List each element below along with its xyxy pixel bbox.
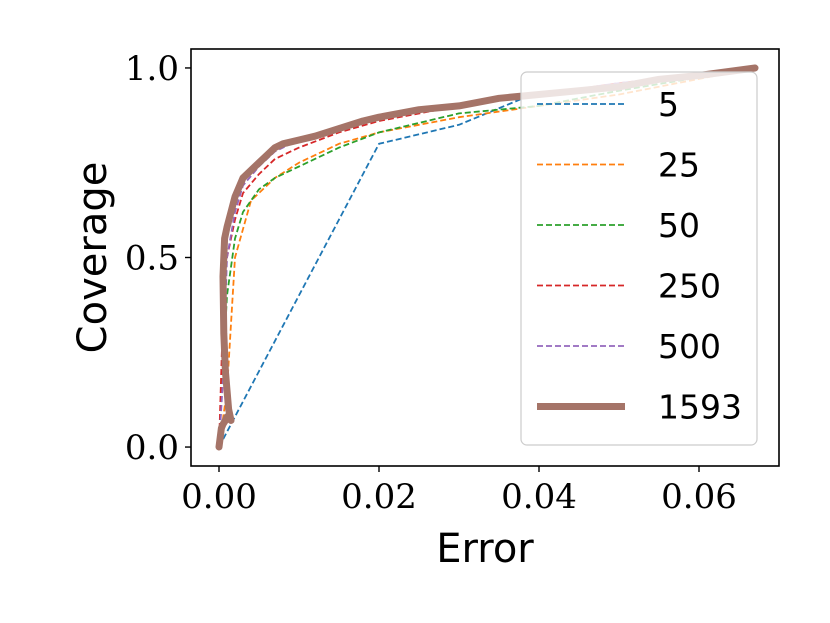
y-axis-title: Coverage <box>70 162 116 354</box>
y-tick-label: 1.0 <box>125 49 179 89</box>
y-tick-label: 0.5 <box>125 239 179 279</box>
x-tick-label: 0.02 <box>341 477 417 517</box>
legend-frame <box>520 71 758 446</box>
x-tick-label: 0.00 <box>181 477 257 517</box>
legend-label-250: 250 <box>658 267 721 306</box>
legend: 5 25 50 250 500 1593 <box>520 71 758 446</box>
x-axis-title: Error <box>436 526 534 572</box>
y-tick-label: 0.0 <box>125 428 179 468</box>
legend-label-25: 25 <box>658 146 700 185</box>
legend-label-5: 5 <box>658 85 679 124</box>
legend-label-500: 500 <box>658 327 721 366</box>
x-tick-label: 0.04 <box>501 477 577 517</box>
series-line-1593 <box>215 64 759 451</box>
axes-layer: 0.00 0.02 0.04 0.06 0.0 0.5 1.0 <box>125 49 737 517</box>
legend-label-1593: 1593 <box>658 388 742 427</box>
x-tick-label: 0.06 <box>661 477 737 517</box>
legend-label-50: 50 <box>658 206 700 245</box>
